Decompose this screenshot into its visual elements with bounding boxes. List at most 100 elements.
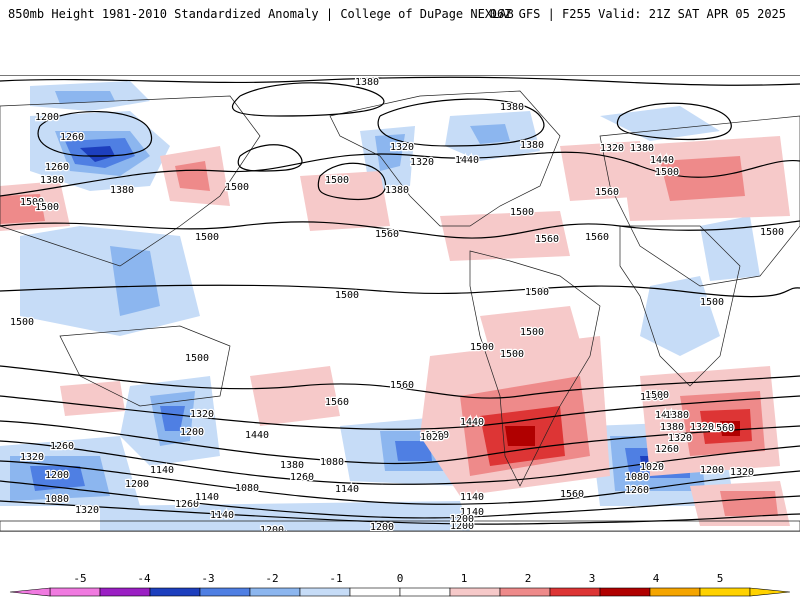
colorbar-bin: [349, 587, 401, 597]
colorbar-tick-label: 4: [652, 572, 660, 585]
contour-label: 1500: [645, 390, 669, 401]
contour-label: 1020: [420, 432, 444, 443]
height-contour: [0, 440, 800, 485]
contour-label: 1500: [185, 353, 209, 364]
anomaly-region: [110, 246, 160, 316]
colorbar-bin: [399, 587, 451, 597]
anomaly-region: [160, 406, 185, 431]
contour-label: 1560: [375, 229, 399, 240]
header-bar: 850mb Height 1981-2010 Standardized Anom…: [0, 0, 800, 40]
contour-label: 1380: [630, 143, 654, 154]
contour-label: 1500: [760, 227, 784, 238]
contour-label: 1500: [10, 317, 34, 328]
colorbar-right-arrow: [749, 587, 791, 597]
colorbar-tick-label: -4: [137, 572, 151, 585]
contour-label: 1200: [180, 427, 204, 438]
anomaly-region: [60, 381, 125, 416]
contour-label: 1500: [325, 175, 349, 186]
contour-label: 1380: [355, 77, 379, 88]
colorbar-tick-label: 3: [588, 572, 596, 585]
contour-label: 1440: [655, 410, 679, 421]
anomaly-region: [175, 161, 210, 191]
contour-label: 1440: [460, 417, 484, 428]
height-contour: [0, 460, 800, 505]
contour-label: 1200: [35, 112, 59, 123]
contour-label: 1320: [690, 422, 714, 433]
anomaly-region: [55, 91, 115, 104]
anomaly-region: [720, 421, 740, 436]
coastline: [0, 95, 261, 267]
contour-labels: 1380138012001260126013801380132013201380…: [9, 76, 786, 532]
coastline: [329, 90, 561, 227]
contour-label: 1380: [40, 175, 64, 186]
anomaly-region: [395, 441, 432, 461]
contour-label: 1140: [460, 492, 484, 503]
anomaly-region: [700, 216, 760, 281]
contour-label: 1500: [640, 392, 664, 403]
contour-label: 1500: [510, 207, 534, 218]
contour-label: 1380: [385, 185, 409, 196]
anomaly-region: [470, 124, 510, 144]
contour-label: 1200: [260, 525, 284, 532]
colorbar-tick-label: -3: [201, 572, 215, 585]
contour-label: 1380: [425, 430, 449, 441]
coastlines: [0, 90, 800, 531]
anomaly-region: [600, 106, 720, 141]
contour-label: 1500: [525, 287, 549, 298]
model-run-info: 06Z GFS | F255 Valid: 21Z SAT APR 05 202…: [489, 7, 786, 21]
contour-label: 1260: [50, 441, 74, 452]
height-contour: [616, 102, 732, 141]
contour-label: 1500: [700, 297, 724, 308]
height-contour: [0, 365, 800, 399]
height-contour: [0, 220, 800, 239]
colorbar-tick-label: 1: [460, 572, 468, 585]
anomaly-region: [250, 366, 340, 426]
contour-label: 1320: [20, 452, 44, 463]
anomaly-region: [660, 156, 745, 201]
contour-label: 1140: [210, 510, 234, 521]
contour-label: 1080: [320, 457, 344, 468]
anomaly-region: [720, 491, 778, 516]
contour-label: 1080: [45, 494, 69, 505]
contour-label: 1440: [455, 155, 479, 166]
contour-label: 1200: [450, 521, 474, 532]
contour-label: 1320: [390, 142, 414, 153]
contour-label: 1200: [450, 514, 474, 525]
colorbar-bin: [299, 587, 351, 597]
height-contour: [317, 162, 387, 200]
coastline: [469, 250, 601, 487]
anomaly-region: [505, 426, 535, 446]
height-contour: [0, 76, 800, 86]
contour-label: 1260: [45, 162, 69, 173]
contour-label: 1500: [335, 290, 359, 301]
contour-label: 1560: [595, 187, 619, 198]
contour-label: 1320: [668, 433, 692, 444]
anomaly-region: [20, 226, 200, 336]
contour-label: 1200: [700, 465, 724, 476]
colorbar-bin: [599, 587, 651, 597]
height-contours: [0, 76, 800, 525]
height-contour: [0, 284, 800, 298]
contour-label: 1440: [650, 155, 674, 166]
contour-label: 1440: [655, 410, 679, 421]
contour-label: 1500: [35, 202, 59, 213]
contour-label: 1200: [370, 522, 394, 532]
colorbar-bin: [549, 587, 601, 597]
colorbar-bin: [699, 587, 751, 597]
contour-label: 1500: [500, 349, 524, 360]
anomaly-region: [300, 171, 390, 231]
colorbar-bin: [249, 587, 301, 597]
contour-label: 1320: [600, 143, 624, 154]
contour-label: 1260: [290, 472, 314, 483]
contour-label: 1440: [245, 430, 269, 441]
colorbar-tick-label: 0: [396, 572, 404, 585]
colorbar-bin: [649, 587, 701, 597]
map-title: 850mb Height 1981-2010 Standardized Anom…: [8, 7, 514, 21]
colorbar-labels: -5 -4 -3 -2 -1 0 1 2 3 4 5: [0, 572, 800, 588]
anomaly-shading: [0, 81, 790, 531]
anomaly-region: [30, 466, 85, 491]
contour-label: 1560: [535, 234, 559, 245]
contour-label: 1500: [470, 342, 494, 353]
coastline: [619, 225, 741, 387]
anomaly-region: [100, 501, 470, 531]
